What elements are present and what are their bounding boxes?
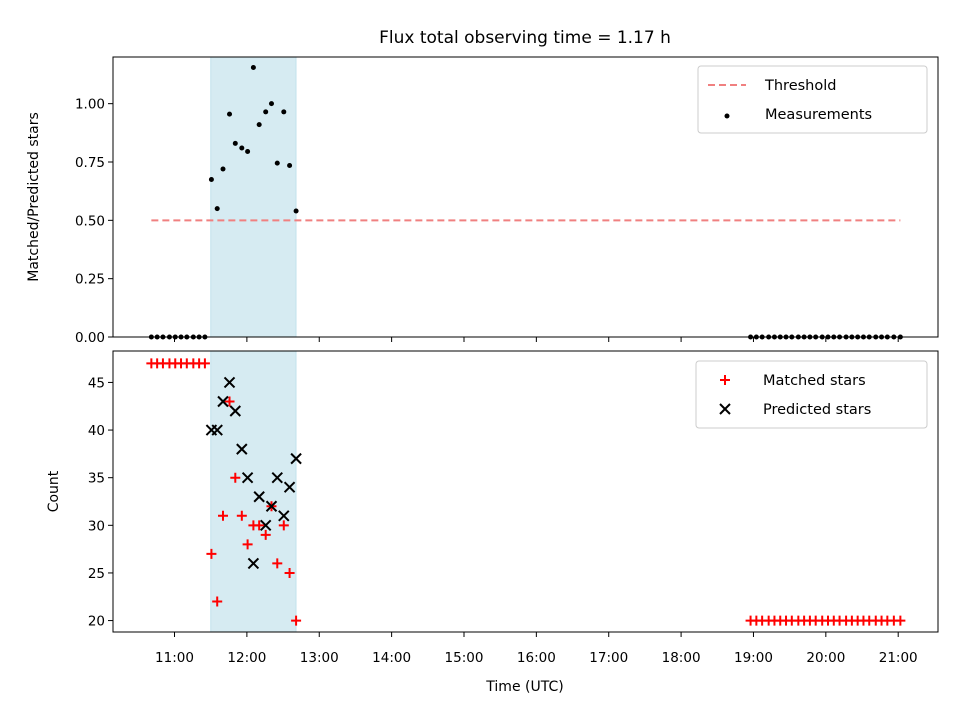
measurement-point [263,109,269,115]
measurement-point [208,177,214,182]
predicted-star-point [278,510,290,522]
predicted-star-point [283,481,296,493]
matched-star-point [284,567,295,578]
legend: Matched stars Predicted stars [695,360,928,429]
matched-star-point [206,548,217,559]
bottom-panel: 20 25 30 35 40 45 11:00 12:00 13:00 14:00 15:00 16:… [46,350,939,666]
matched-star-point [199,358,210,369]
x-tick-label: 16:00 [517,650,556,666]
matched-star-point [278,520,289,531]
x-tick-label: 21:00 [879,650,918,666]
chart-title: Flux total observing time = 1.17 h [379,28,671,48]
legend-label: Measurements [765,107,872,123]
matched-star-point [895,615,906,626]
predicted-star-point [271,471,283,484]
y-tick-label: 0.75 [75,155,105,171]
predicted-star-point [259,519,272,532]
matched-star-point [254,520,265,531]
predicted-star-point [265,500,278,512]
matched-star-point [236,510,247,521]
y-tick-label: 0.50 [75,213,105,229]
y-axis-label: Count [46,470,62,512]
matched-star-point [230,472,241,483]
matched-star-point [291,615,302,626]
y-axis-label: Matched/Predicted stars [26,112,42,282]
measurement-point [245,149,251,154]
x-tick-label: 17:00 [589,650,628,666]
y-tick-label: 1.00 [75,97,105,113]
predicted-star-point [253,491,265,503]
observing-span [210,350,297,633]
measurement-point [281,109,287,115]
predicted-star-point [247,557,260,570]
measurement-point [250,65,256,70]
legend-measurement-swatch [724,113,730,119]
y-tick-label: 40 [88,423,105,439]
matched-star-point [212,596,223,607]
legend-label: Predicted stars [763,402,871,418]
x-tick-label: 14:00 [372,650,411,666]
axes-frame [112,56,939,338]
top-panel: 0.00 0.25 0.50 0.75 1.00 Matched/Predicted st… [26,56,939,346]
predicted-star-point [241,471,254,484]
legend-predicted-swatch [719,403,731,415]
measurement-point [268,101,274,107]
predicted-star-point [211,424,223,436]
axes-frame [112,350,939,633]
measurement-point [274,160,280,166]
x-tick-label: 18:00 [662,650,701,666]
x-tick-label: 11:00 [155,650,194,666]
y-tick-label: 25 [88,566,105,582]
measurement-point [232,140,238,146]
measurement-point [293,208,299,214]
measurement-point [214,206,220,212]
matched-star-point [224,396,235,407]
y-tick-label: 20 [88,614,105,630]
legend-matched-swatch [720,375,730,385]
y-tick-label: 35 [88,471,105,487]
y-tick-label: 0.25 [75,272,105,288]
measurement-point [287,163,293,168]
x-tick-label: 12:00 [227,650,266,666]
predicted-star-point [236,443,248,455]
matched-star-point [242,539,253,550]
x-tick-label: 19:00 [734,650,773,666]
legend-box [695,360,928,429]
matched-star-point [272,558,283,569]
x-tick-label: 13:00 [300,650,339,666]
x-axis-label: Time (UTC) [485,679,563,695]
x-tick-label: 15:00 [445,650,484,666]
measurement-point [227,111,233,117]
y-tick-label: 0.00 [75,330,105,346]
x-tick-label: 20:00 [806,650,845,666]
predicted-star-point [229,405,242,417]
measurement-point [239,145,245,151]
measurement-point [256,122,262,128]
observing-span [210,56,297,338]
legend-label: Matched stars [763,373,866,389]
predicted-star-point [290,452,302,465]
measurement-point [220,166,226,172]
y-tick-label: 45 [88,375,105,391]
legend-box [697,65,928,134]
legend-label: Threshold [764,78,836,94]
y-tick-label: 30 [88,518,105,534]
predicted-star-point [217,395,229,408]
matched-star-point [260,529,271,540]
matched-star-point [218,510,228,521]
predicted-star-point [223,376,236,389]
legend: Threshold Measurements [697,65,928,134]
